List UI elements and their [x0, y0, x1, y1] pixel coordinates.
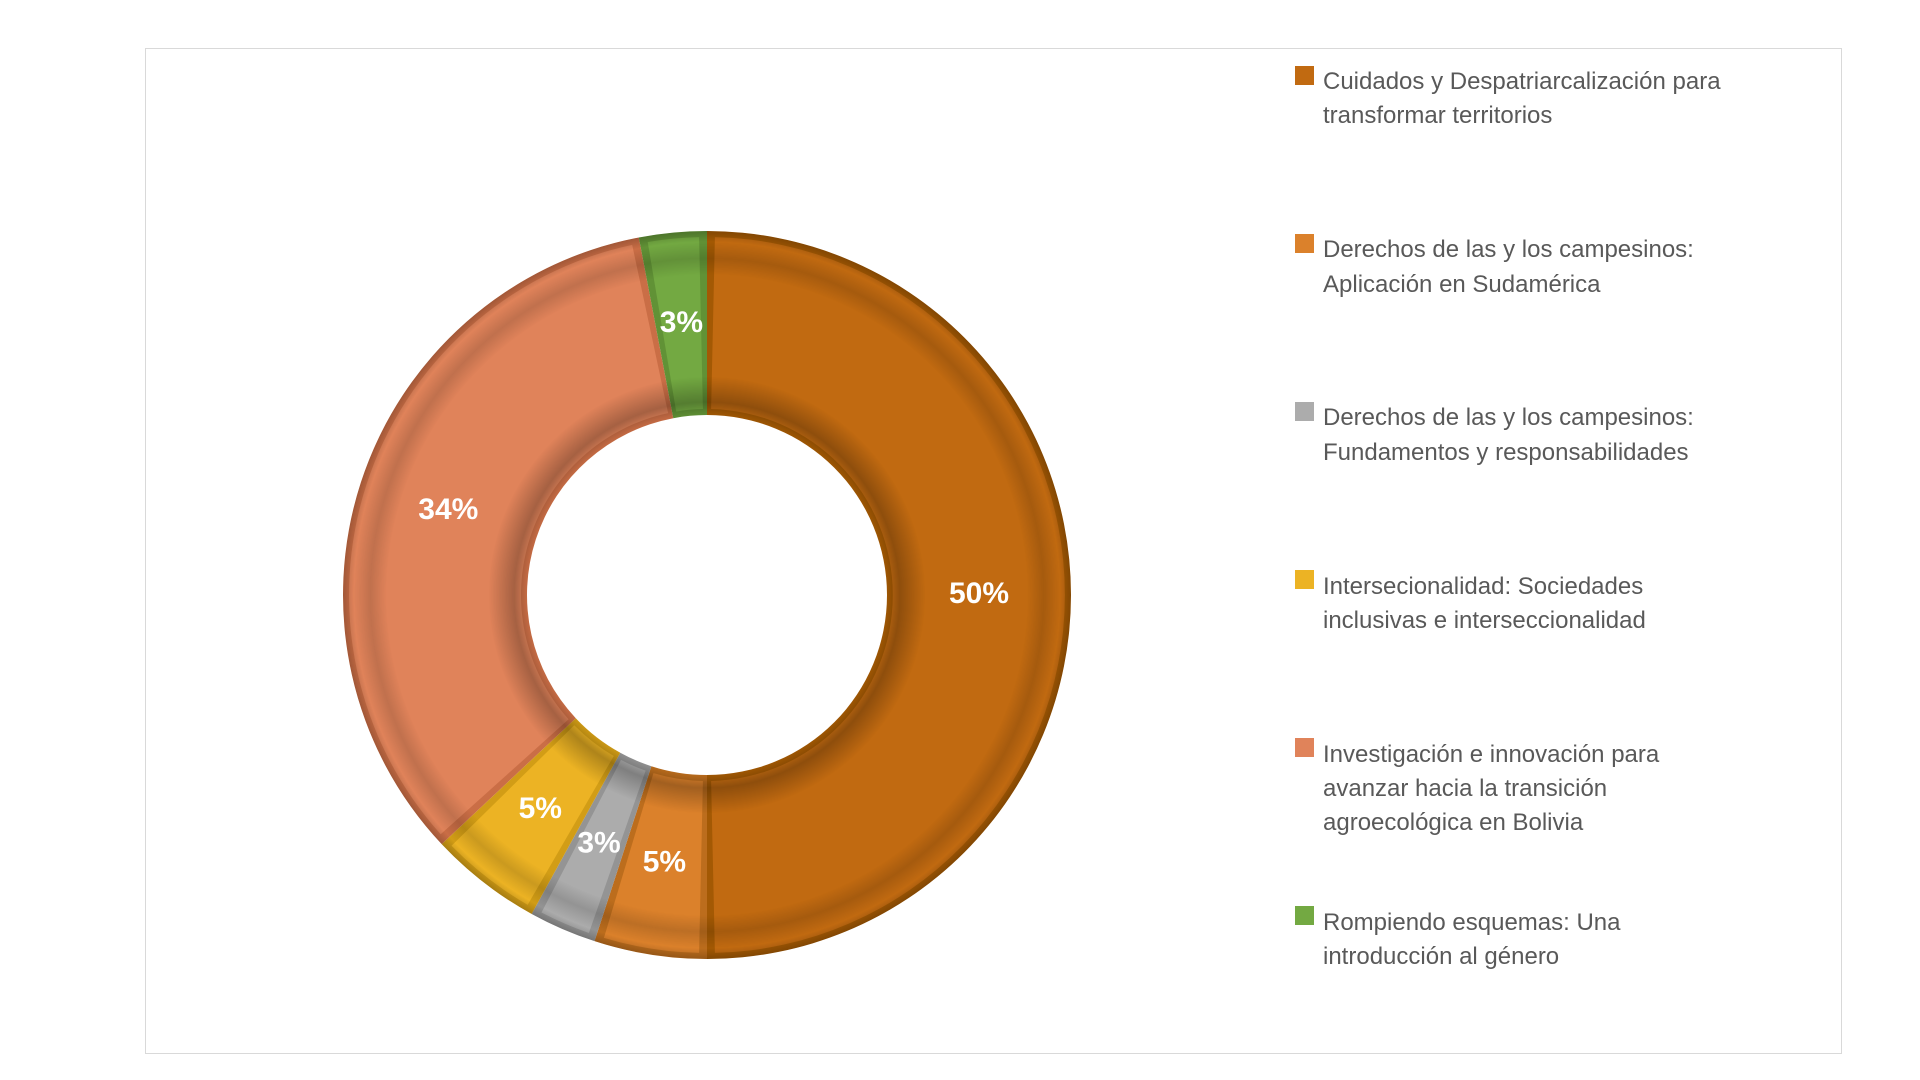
svg-text:34%: 34% [418, 493, 478, 526]
svg-text:5%: 5% [519, 792, 562, 825]
svg-text:3%: 3% [577, 827, 620, 860]
svg-text:50%: 50% [949, 577, 1009, 610]
svg-text:3%: 3% [660, 306, 703, 339]
svg-text:5%: 5% [643, 846, 686, 879]
